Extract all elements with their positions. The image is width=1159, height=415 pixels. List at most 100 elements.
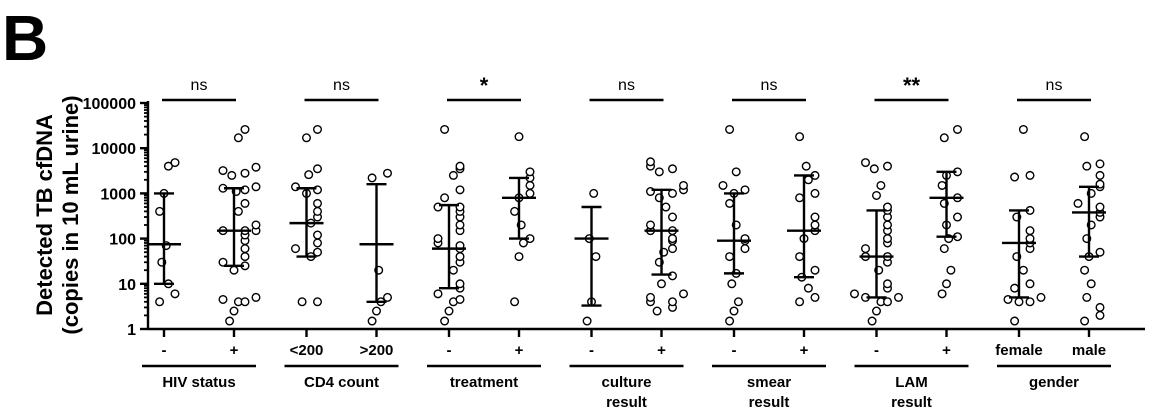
data-point — [795, 252, 805, 262]
data-point — [654, 167, 664, 177]
data-point — [740, 244, 750, 254]
data-point — [251, 292, 261, 302]
data-point — [313, 164, 323, 174]
data-point — [1025, 226, 1035, 236]
data-point — [1025, 297, 1035, 307]
data-point — [218, 166, 228, 176]
data-point — [433, 234, 443, 244]
data-point — [1025, 170, 1035, 180]
data-point — [679, 180, 689, 190]
data-point — [668, 212, 678, 222]
data-point — [510, 206, 520, 216]
data-point — [795, 193, 805, 203]
y-axis-title: Detected TB cfDNA (copies in 10 mL urine… — [32, 95, 83, 334]
significance-label: ** — [903, 73, 921, 98]
data-point — [367, 173, 377, 183]
data-point — [679, 289, 689, 299]
data-point — [1095, 159, 1105, 169]
data-point — [304, 170, 314, 180]
group-2: * — [432, 73, 536, 326]
significance-label: * — [480, 73, 489, 98]
significance-label: ns — [333, 77, 350, 94]
data-point — [1095, 170, 1105, 180]
category-label: + — [657, 342, 666, 359]
data-point — [251, 220, 261, 230]
category-labels: - + HIV status <200 >200 CD4 count - + treatment… — [142, 342, 1111, 411]
data-point — [291, 244, 301, 254]
data-point — [170, 289, 180, 299]
data-point — [455, 279, 465, 289]
data-point — [383, 168, 393, 178]
data-point — [251, 162, 261, 172]
data-point — [440, 316, 450, 326]
data-point — [589, 188, 599, 198]
category-label: + — [800, 342, 809, 359]
data-point — [313, 198, 323, 208]
category-label: - — [447, 342, 452, 359]
data-point — [227, 170, 237, 180]
data-point — [514, 132, 524, 142]
data-point — [448, 170, 458, 180]
data-point — [883, 297, 893, 307]
group-label: gender — [1029, 374, 1079, 391]
data-point — [861, 244, 871, 254]
data-point — [229, 306, 239, 316]
data-point — [313, 238, 323, 248]
data-point — [163, 161, 173, 171]
data-point — [455, 294, 465, 304]
group-label: smear — [747, 374, 791, 391]
y-axis-title-line-1: Detected TB cfDNA — [32, 114, 57, 316]
significance-label: ns — [191, 77, 208, 94]
data-point — [440, 193, 450, 203]
data-point — [251, 182, 261, 192]
group-label: result — [749, 394, 790, 411]
data-point — [810, 188, 820, 198]
data-point — [668, 188, 678, 198]
data-point — [937, 180, 947, 190]
data-point — [514, 252, 524, 262]
data-point — [455, 185, 465, 195]
data-point — [367, 316, 377, 326]
data-point — [942, 279, 952, 289]
data-point — [883, 279, 893, 289]
group-6: ns — [1002, 77, 1106, 326]
category-label: + — [515, 342, 524, 359]
data-point — [170, 158, 180, 168]
data-point — [448, 265, 458, 275]
data-point — [869, 164, 879, 174]
data-point — [668, 244, 678, 254]
category-label: - — [732, 342, 737, 359]
data-point — [795, 297, 805, 307]
data-point — [876, 180, 886, 190]
data-point — [953, 212, 963, 222]
data-point — [883, 220, 893, 230]
data-point — [803, 283, 813, 293]
group-label: result — [606, 394, 647, 411]
data-point — [883, 234, 893, 244]
data-point — [1082, 292, 1092, 302]
group-label: result — [891, 394, 932, 411]
data-point — [313, 124, 323, 134]
data-point — [233, 133, 243, 143]
data-point — [937, 289, 947, 299]
category-label: + — [230, 342, 239, 359]
data-point — [1080, 265, 1090, 275]
y-tick-label: 10000 — [92, 141, 137, 158]
data-point — [795, 132, 805, 142]
group-1: ns — [289, 77, 394, 326]
data-point — [218, 257, 228, 267]
data-point — [668, 164, 678, 174]
data-point — [727, 279, 737, 289]
data-point — [1095, 202, 1105, 212]
y-tick-label: 100000 — [83, 96, 136, 113]
data-point — [1073, 198, 1083, 208]
data-point — [1036, 292, 1046, 302]
data-point — [946, 265, 956, 275]
data-point — [233, 206, 243, 216]
data-point — [455, 252, 465, 262]
data-point — [240, 244, 250, 254]
data-point — [872, 306, 882, 316]
data-point — [725, 124, 735, 134]
category-label: + — [942, 342, 951, 359]
data-point — [525, 180, 535, 190]
